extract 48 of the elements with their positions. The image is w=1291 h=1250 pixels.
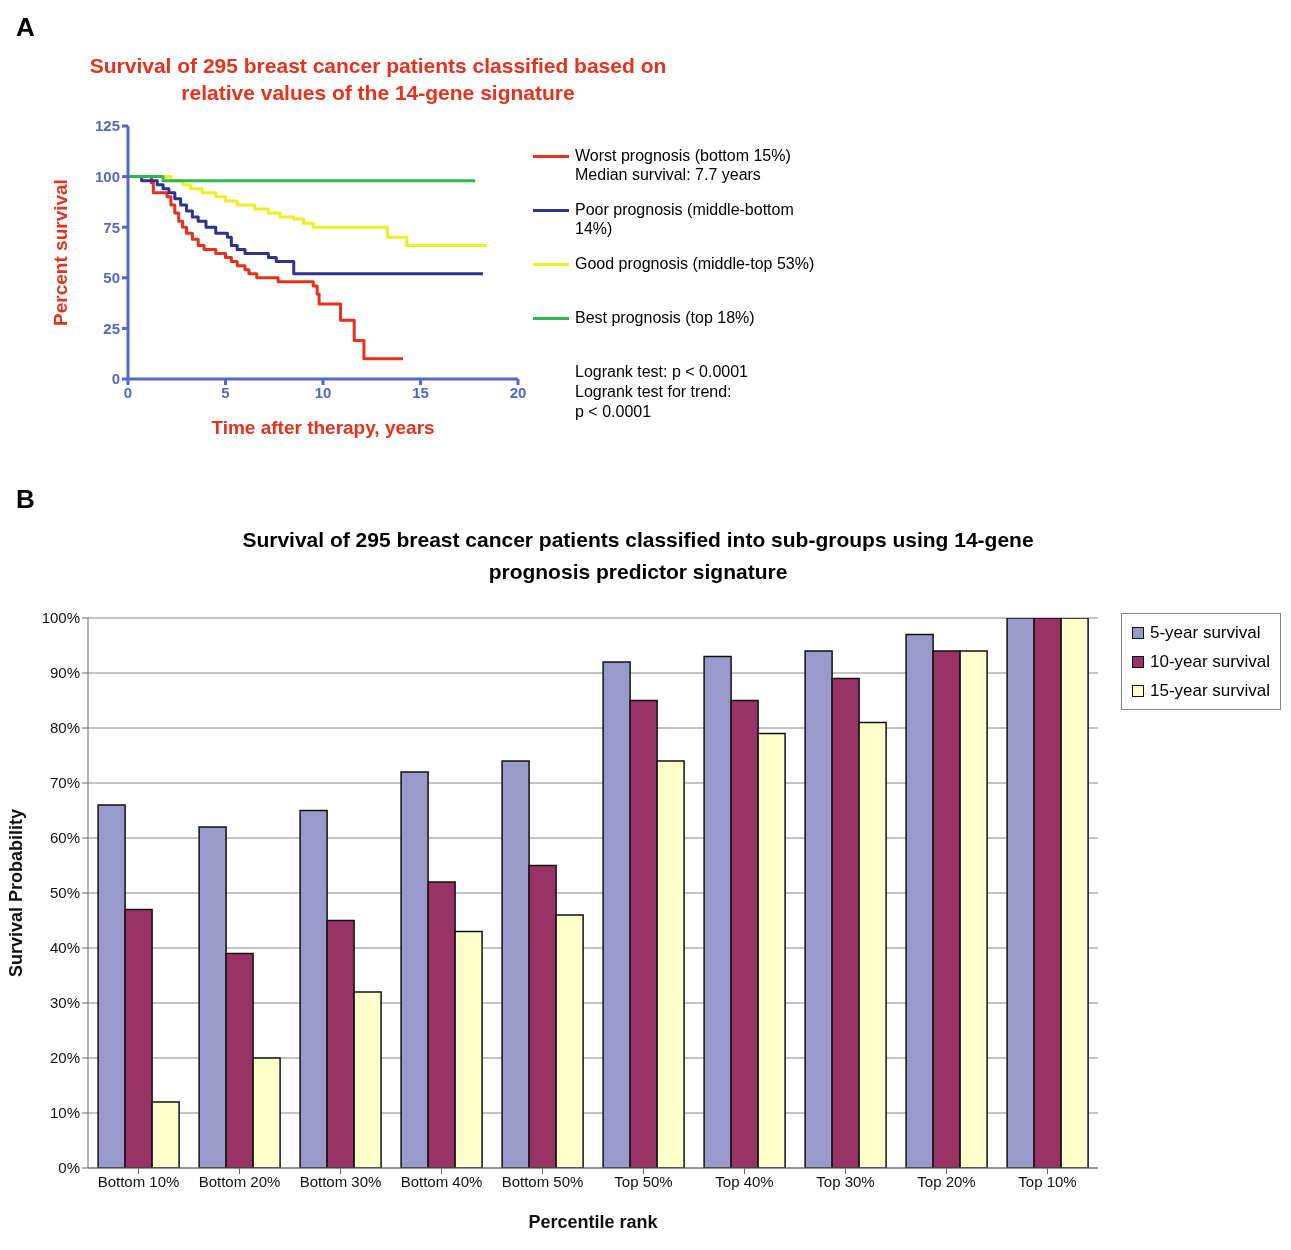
text: A (16, 12, 35, 43)
y-tick-label: 90% (49, 664, 80, 682)
x-tick-label: Bottom 20% (198, 1172, 281, 1190)
y-tick-label: 50 (103, 269, 120, 287)
chart-title: Survival of 295 breast cancer patients classified into sub-groups using 14-gene prognosis predictor signature (241, 527, 1035, 585)
y-axis-title: Percent survival (49, 179, 71, 326)
legend-label: Good prognosis (middle-top 53%) (575, 254, 816, 273)
y-tick-label: 20% (49, 1049, 80, 1067)
x-tick-label: Top 50% (614, 1172, 673, 1190)
x-tick-label: Top 20% (917, 1172, 976, 1190)
y-tick-label: 100 (94, 167, 120, 185)
y-tick-label: 0% (58, 1159, 80, 1177)
text: Logrank test: p < 0.0001 Logrank test for trend: p < 0.0001 (575, 362, 749, 422)
y-tick-label: 25 (103, 319, 120, 337)
chart-title: Survival of 295 breast cancer patients classified based on relative values of the 14-gene signature (88, 53, 668, 106)
y-tick-label: 70% (49, 774, 80, 792)
legend-label: 15-year survival (1150, 680, 1270, 702)
y-axis-title: Survival Probability (6, 808, 27, 978)
x-axis-title: Time after therapy, years (211, 417, 435, 438)
y-tick-label: 125 (94, 117, 120, 135)
y-tick-label: 100% (41, 609, 80, 627)
legend-label: Worst prognosis (bottom 15%) Median survival: 7.7 years (575, 146, 792, 184)
y-tick-label: 10% (49, 1104, 80, 1122)
text: B (16, 484, 35, 515)
x-tick-label: Bottom 40% (400, 1172, 483, 1190)
legend-label: Best prognosis (top 18%) (575, 308, 756, 327)
y-tick-label: 50% (49, 884, 80, 902)
x-tick-label: 10 (314, 383, 332, 401)
y-tick-label: 0 (111, 370, 120, 388)
legend-label: 10-year survival (1150, 651, 1270, 673)
x-tick-label: 0 (123, 383, 133, 401)
legend-label: 5-year survival (1150, 622, 1261, 644)
x-tick-label: 20 (509, 383, 527, 401)
y-tick-label: 80% (49, 719, 80, 737)
x-tick-label: 5 (221, 383, 230, 401)
x-tick-label: Top 30% (816, 1172, 875, 1190)
y-tick-label: 30% (49, 994, 80, 1012)
y-tick-label: 60% (49, 829, 80, 847)
x-tick-label: Bottom 50% (501, 1172, 584, 1190)
x-axis-title: Percentile rank (528, 1212, 659, 1232)
y-tick-label: 75 (103, 218, 120, 236)
x-tick-label: Bottom 10% (97, 1172, 180, 1190)
x-tick-label: 15 (412, 383, 429, 401)
x-tick-label: Bottom 30% (299, 1172, 382, 1190)
x-tick-label: Top 10% (1018, 1172, 1077, 1190)
x-tick-label: Top 40% (715, 1172, 774, 1190)
legend-label: Poor prognosis (middle-bottom 14%) (575, 200, 795, 238)
y-tick-label: 40% (49, 939, 80, 957)
